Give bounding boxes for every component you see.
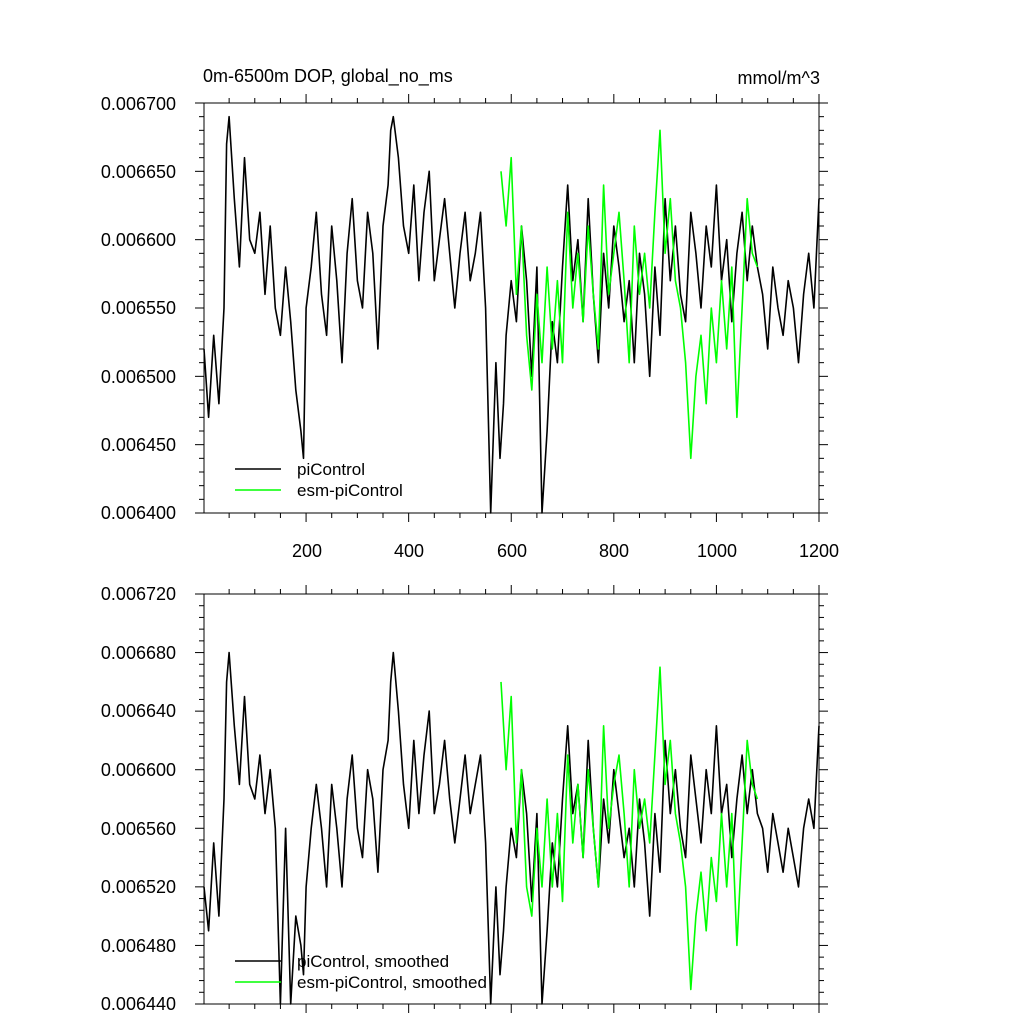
y-tick-label: 0.006650 (101, 162, 176, 182)
y-tick-label: 0.006550 (101, 298, 176, 318)
y-tick-label: 0.006400 (101, 503, 176, 523)
y-tick-label: 0.006450 (101, 435, 176, 455)
y-tick-label: 0.006640 (101, 701, 176, 721)
series-group (203, 651, 820, 1005)
y-tick-label: 0.006700 (101, 94, 176, 114)
units-label: mmol/m^3 (738, 68, 820, 88)
series-line-picontrol (203, 115, 820, 514)
series-group (203, 115, 820, 514)
plot-frame (203, 593, 820, 1005)
axis-ticks (195, 94, 828, 522)
series-line-esm-picontrol-smoothed (500, 666, 759, 991)
chart-title: 0m-6500m DOP, global_no_ms (203, 66, 453, 87)
legend-label-esm-picontrol: esm-piControl (297, 481, 403, 500)
legend-label-picontrol: piControl (297, 460, 365, 479)
legend-label-esm-picontrol-smoothed: esm-piControl, smoothed (297, 973, 487, 992)
y-tick-labels: 0.006440 0.006480 0.006520 0.006560 0.00… (101, 584, 176, 1014)
x-tick-label: 600 (497, 541, 527, 561)
x-tick-label: 200 (292, 541, 322, 561)
x-tick-label: 400 (394, 541, 424, 561)
series-line-esm-picontrol (500, 129, 759, 460)
y-tick-label: 0.006500 (101, 367, 176, 387)
y-tick-label: 0.006480 (101, 936, 176, 956)
y-tick-label: 0.006440 (101, 994, 176, 1014)
series-line-picontrol-smoothed (203, 651, 820, 1005)
axis-ticks (195, 585, 828, 1013)
x-tick-label: 1200 (799, 541, 839, 561)
y-tick-label: 0.006600 (101, 760, 176, 780)
legend: piControl, smoothed esm-piControl, smoot… (235, 952, 487, 992)
y-tick-label: 0.006520 (101, 877, 176, 897)
y-tick-labels: 0.006400 0.006450 0.006500 0.006550 0.00… (101, 94, 176, 523)
x-tick-label: 1000 (697, 541, 737, 561)
panel-bottom-chart: 0.006440 0.006480 0.006520 0.006560 0.00… (101, 584, 828, 1014)
y-tick-label: 0.006680 (101, 643, 176, 663)
y-tick-label: 0.006560 (101, 819, 176, 839)
y-tick-label: 0.006720 (101, 584, 176, 604)
legend: piControl esm-piControl (235, 460, 403, 500)
legend-label-picontrol-smoothed: piControl, smoothed (297, 952, 449, 971)
y-tick-label: 0.006600 (101, 230, 176, 250)
x-tick-labels: 200 400 600 800 1000 1200 (292, 541, 839, 561)
x-tick-label: 800 (599, 541, 629, 561)
panel-top-chart: 0m-6500m DOP, global_no_ms mmol/m^3 0.00… (101, 66, 839, 561)
